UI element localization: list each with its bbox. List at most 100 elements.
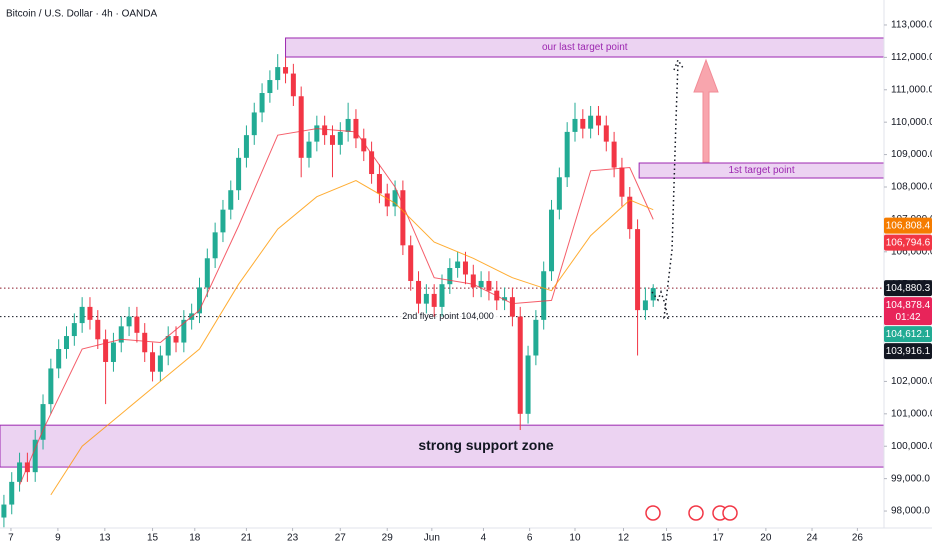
candle-body	[157, 355, 163, 372]
candle-body	[259, 93, 265, 113]
candle-body	[572, 118, 578, 132]
candle-body	[71, 323, 77, 337]
candle-body	[502, 297, 508, 301]
candle-body	[283, 67, 289, 74]
candle-body	[556, 177, 562, 210]
x-tick-label: 29	[382, 533, 394, 544]
y-tick-label: 106,000.0	[891, 246, 932, 257]
candle-body	[408, 245, 414, 281]
candle-body	[17, 462, 23, 482]
candle-body	[635, 229, 641, 311]
candle-body	[243, 135, 249, 158]
x-tick-label: 10	[569, 533, 581, 544]
horizontal-line-label: 2nd flyer point 104,000	[402, 311, 494, 321]
price-tag-label: 106,794.6	[886, 238, 931, 249]
price-tag-timer: 01:42	[895, 312, 920, 323]
zone-label: 1st target point	[728, 165, 794, 176]
price-tag	[884, 297, 932, 326]
candle-body	[118, 326, 124, 343]
candle-body	[564, 131, 570, 178]
price-tags: 106,808.4 106,794.6 104,880.3 104,878.401:4…	[884, 217, 932, 360]
price-tag-label: 106,808.4	[886, 221, 931, 232]
candle-body	[103, 339, 109, 362]
event-icon[interactable]	[688, 505, 704, 521]
candle-body	[126, 316, 132, 327]
candle-body	[275, 67, 281, 81]
candle-body	[455, 261, 461, 268]
y-tick-label: 108,000.0	[891, 182, 932, 193]
price-tag-label: 104,612.1	[886, 329, 931, 340]
y-tick-label: 100,000.0	[891, 441, 932, 452]
zone-label: our last target point	[542, 42, 628, 53]
candle-body	[392, 190, 398, 207]
candle-body	[588, 115, 594, 129]
candle-body	[9, 481, 15, 505]
candle-body	[322, 125, 328, 136]
candle-body	[369, 151, 375, 175]
candle-body	[525, 355, 531, 414]
chart-title: Bitcoin / U.S. Dollar · 4h · OANDA	[6, 9, 157, 20]
candle-body	[87, 306, 93, 320]
candle-body	[251, 112, 257, 136]
candle-body	[416, 280, 422, 304]
candle-body	[204, 258, 210, 288]
candle-body	[642, 300, 648, 311]
candle-body	[196, 287, 202, 314]
candle-body	[533, 319, 539, 356]
candle-body	[298, 96, 304, 158]
candle-body	[165, 336, 171, 356]
event-icon[interactable]	[645, 505, 661, 521]
candle-body	[361, 138, 367, 152]
x-tick-label: 27	[335, 533, 347, 544]
event-icon[interactable]	[722, 505, 738, 521]
candle-body	[627, 196, 633, 230]
plot: 2nd flyer point 104,000	[0, 54, 884, 528]
candle-body	[142, 332, 148, 353]
candle-body	[48, 368, 54, 405]
x-tick-label: 9	[55, 533, 61, 544]
y-tick-label: 99,000.0	[891, 473, 930, 484]
candle-body	[306, 141, 312, 158]
candle-body	[509, 297, 515, 317]
x-tick-label: 18	[189, 533, 201, 544]
y-tick-label: 109,000.0	[891, 149, 932, 160]
candle-body	[134, 316, 140, 333]
x-tick-label: 12	[618, 533, 630, 544]
candle-body	[220, 209, 226, 233]
candle-body	[290, 73, 296, 97]
candle-body	[439, 284, 445, 307]
label-background	[398, 310, 498, 323]
x-tick-label: Jun	[424, 533, 440, 544]
candle-body	[79, 306, 85, 324]
up-arrow	[693, 58, 719, 163]
candle-body	[236, 157, 242, 191]
y-tick-label: 110,000.0	[891, 117, 932, 128]
x-tick-label: 13	[99, 533, 111, 544]
candle-body	[619, 167, 625, 197]
candle-body	[611, 141, 617, 168]
candle-body	[650, 288, 656, 301]
candle-body	[431, 293, 437, 307]
candle-body	[40, 404, 46, 440]
x-tick-label: 6	[527, 533, 533, 544]
candle-body	[314, 125, 320, 142]
x-tick-label: 15	[661, 533, 673, 544]
y-tick-label: 113,000.0	[891, 20, 932, 31]
candle-body	[447, 268, 453, 285]
candle-body	[63, 336, 69, 350]
y-tick-label: 102,000.0	[891, 376, 932, 387]
candle-body	[470, 274, 476, 288]
candle-body	[56, 349, 62, 369]
x-tick-label: 23	[287, 533, 299, 544]
price-tag	[884, 280, 932, 297]
candle-body	[580, 118, 586, 129]
x-tick-label: 17	[713, 533, 725, 544]
candle-body	[32, 439, 38, 473]
candle-body	[345, 118, 351, 132]
candle-body	[353, 118, 359, 139]
price-tag	[884, 343, 932, 360]
x-tick-label: 4	[481, 533, 487, 544]
candle-body	[173, 336, 179, 343]
candle-body	[478, 280, 484, 288]
